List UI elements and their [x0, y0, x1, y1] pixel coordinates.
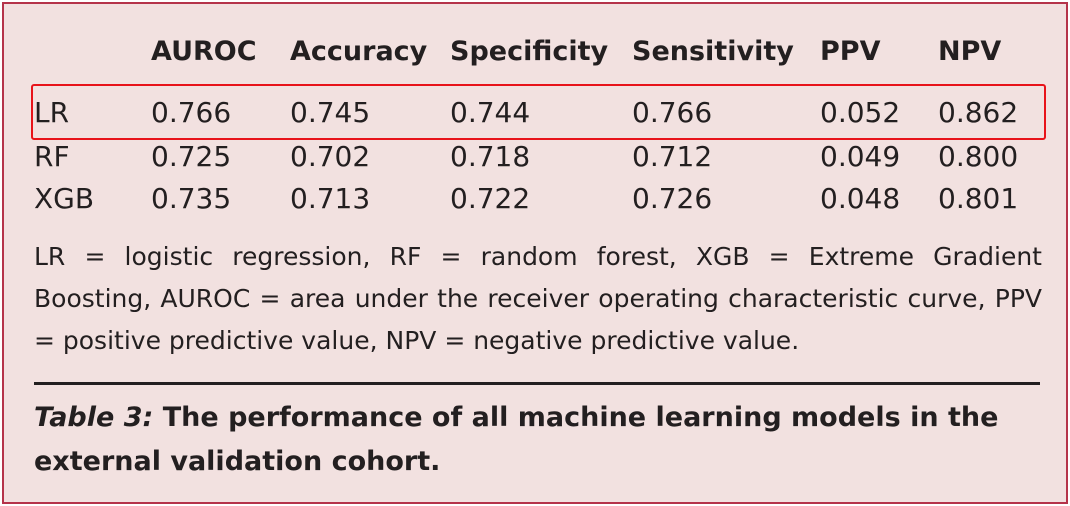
cell-sensitivity: 0.712: [632, 140, 713, 173]
cell-npv: 0.862: [938, 96, 1019, 129]
cell-specificity: 0.744: [450, 96, 531, 129]
header-sensitivity: Sensitivity: [632, 36, 794, 67]
table-row-rf: RF 0.725 0.702 0.718 0.712 0.049 0.800: [34, 140, 1044, 180]
cell-npv: 0.800: [938, 140, 1019, 173]
header-auroc: AUROC: [151, 36, 257, 67]
caption-text: The performance of all machine learning …: [34, 402, 999, 477]
cell-auroc: 0.766: [151, 96, 232, 129]
table-caption: Table 3: The performance of all machine …: [34, 396, 1024, 484]
cell-sensitivity: 0.726: [632, 182, 713, 215]
cell-accuracy: 0.745: [290, 96, 371, 129]
cell-specificity: 0.722: [450, 182, 531, 215]
cell-specificity: 0.718: [450, 140, 531, 173]
header-specificity: Specificity: [450, 36, 609, 67]
row-model-label: XGB: [34, 182, 95, 215]
cell-accuracy: 0.713: [290, 182, 371, 215]
caption-divider: [34, 382, 1040, 385]
cell-accuracy: 0.702: [290, 140, 371, 173]
cell-auroc: 0.735: [151, 182, 232, 215]
header-ppv: PPV: [820, 36, 881, 67]
row-model-label: RF: [34, 140, 70, 173]
cell-auroc: 0.725: [151, 140, 232, 173]
row-model-label: LR: [34, 96, 70, 129]
table-row-lr: LR 0.766 0.745 0.744 0.766 0.052 0.862: [34, 96, 1044, 136]
table-header-row: AUROC Accuracy Specificity Sensitivity P…: [34, 36, 1044, 76]
table-row-xgb: XGB 0.735 0.713 0.722 0.726 0.048 0.801: [34, 182, 1044, 222]
cell-sensitivity: 0.766: [632, 96, 713, 129]
caption-label: Table 3:: [34, 402, 154, 433]
header-accuracy: Accuracy: [290, 36, 428, 67]
cell-npv: 0.801: [938, 182, 1019, 215]
header-npv: NPV: [938, 36, 1002, 67]
cell-ppv: 0.048: [820, 182, 901, 215]
cell-ppv: 0.049: [820, 140, 901, 173]
lr-row-highlight-box: [31, 84, 1046, 140]
table-footnote: LR = logistic regression, RF = random fo…: [34, 242, 1042, 355]
cell-ppv: 0.052: [820, 96, 901, 129]
